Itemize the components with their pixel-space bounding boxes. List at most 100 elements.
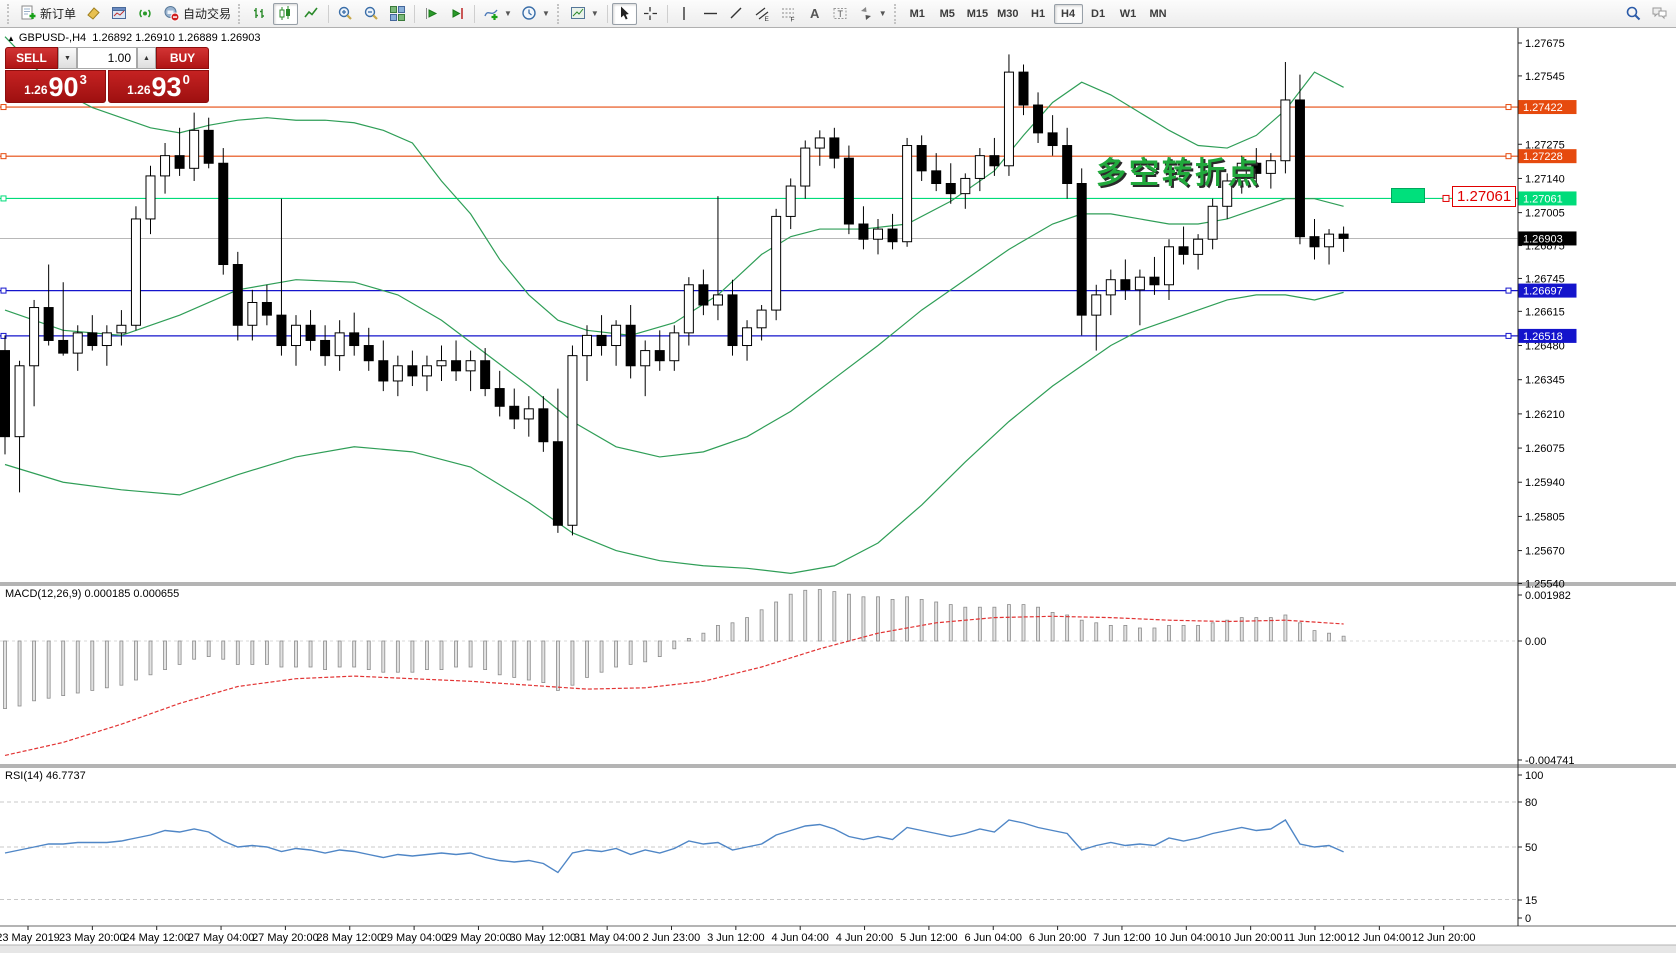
volume-decrease-button[interactable]: ▼ xyxy=(58,47,77,69)
chart-shift-icon xyxy=(452,8,463,19)
macd-histogram xyxy=(3,589,1346,709)
styles-button[interactable] xyxy=(81,3,106,25)
svg-text:0.001982: 0.001982 xyxy=(1525,590,1571,602)
crosshair-button[interactable] xyxy=(638,3,663,25)
label-icon: T xyxy=(833,8,847,19)
channel-button[interactable]: E xyxy=(750,3,775,25)
timeframe-m5[interactable]: M5 xyxy=(933,4,962,24)
price-axis[interactable]: 1.276751.275451.274101.272751.271401.270… xyxy=(1518,38,1577,590)
chevron-down-icon: ▼ xyxy=(590,9,599,18)
toolbar-separator xyxy=(414,4,416,23)
svg-text:1.25805: 1.25805 xyxy=(1525,511,1565,523)
toolbar-grip[interactable] xyxy=(7,3,11,24)
collapse-panel-icon[interactable]: ▲ xyxy=(7,34,15,43)
ask-price[interactable]: 1.26 93 0 xyxy=(108,70,209,103)
bid-price[interactable]: 1.26 90 3 xyxy=(5,70,106,103)
timeframe-h4[interactable]: H4 xyxy=(1053,3,1083,24)
svg-text:12 Jun 04:00: 12 Jun 04:00 xyxy=(1348,932,1412,944)
svg-text:1.26745: 1.26745 xyxy=(1525,273,1565,285)
periods-button[interactable]: ▼ xyxy=(517,3,554,25)
volume-input[interactable]: 1.00 xyxy=(77,47,137,69)
svg-text:12 Jun 20:00: 12 Jun 20:00 xyxy=(1412,932,1476,944)
chart-window-icon xyxy=(112,7,127,19)
candlesticks xyxy=(0,54,1349,536)
timeframe-d1[interactable]: D1 xyxy=(1084,4,1113,24)
zoom-out-icon xyxy=(364,6,378,20)
indicators-button[interactable]: ▼ xyxy=(479,3,516,25)
open-chart-button[interactable] xyxy=(107,3,132,25)
trendline-icon xyxy=(730,7,742,19)
svg-text:3 Jun 12:00: 3 Jun 12:00 xyxy=(707,932,765,944)
svg-text:6 Jun 20:00: 6 Jun 20:00 xyxy=(1029,932,1087,944)
search-button[interactable] xyxy=(1621,3,1646,25)
vertical-line-button[interactable] xyxy=(672,3,697,25)
svg-text:1.26345: 1.26345 xyxy=(1525,375,1565,387)
svg-text:5 Jun 12:00: 5 Jun 12:00 xyxy=(900,932,958,944)
toolbar-separator xyxy=(328,4,330,23)
templates-button[interactable]: ▼ xyxy=(566,3,603,25)
svg-text:1.26615: 1.26615 xyxy=(1525,306,1565,318)
volume-increase-button[interactable]: ▲ xyxy=(137,47,156,69)
auto-trading-button[interactable]: 自动交易 xyxy=(159,3,235,25)
text-icon: A xyxy=(810,6,820,21)
line-chart-button[interactable] xyxy=(299,3,324,25)
chart-shift-button[interactable] xyxy=(445,3,470,25)
horizontal-lines[interactable] xyxy=(0,104,1518,339)
callout-anchor[interactable] xyxy=(1442,194,1450,202)
autoscroll-button[interactable] xyxy=(419,3,444,25)
svg-text:E: E xyxy=(764,16,769,22)
toolbar-group-right xyxy=(1621,3,1672,25)
templates-icon xyxy=(570,7,585,19)
bar-chart-button[interactable] xyxy=(247,3,272,25)
cursor-button[interactable] xyxy=(611,2,637,25)
channel-icon: E xyxy=(755,7,769,22)
svg-text:1.25940: 1.25940 xyxy=(1525,477,1565,489)
crosshair-icon xyxy=(643,7,657,20)
timeframe-m30[interactable]: M30 xyxy=(993,4,1022,24)
trendline-button[interactable] xyxy=(724,3,749,25)
timeframe-h4-label: H4 xyxy=(1061,7,1076,20)
svg-text:27 May 20:00: 27 May 20:00 xyxy=(252,932,319,944)
chat-button[interactable] xyxy=(1647,3,1672,25)
macd-signal-line xyxy=(4,615,1344,756)
zoom-in-button[interactable] xyxy=(333,3,358,25)
rsi-indicator-label: RSI(14) 46.7737 xyxy=(5,770,86,782)
sell-button[interactable]: SELL xyxy=(5,47,58,69)
svg-text:T: T xyxy=(837,9,843,19)
symbol-timeframe-label: GBPUSD-,H4 xyxy=(18,32,87,44)
timeframe-mn[interactable]: MN xyxy=(1144,4,1173,24)
svg-text:1.26697: 1.26697 xyxy=(1523,286,1563,298)
toolbar-grip[interactable] xyxy=(556,3,561,24)
text-button[interactable]: A xyxy=(802,3,827,25)
fibonacci-button[interactable]: F xyxy=(776,3,801,25)
macd-axis: 0.001982 0.00 -0.004741 xyxy=(1518,590,1575,767)
price-callout-label[interactable]: 1.27061 xyxy=(1452,186,1517,207)
svg-text:1.26480: 1.26480 xyxy=(1525,341,1565,353)
timeframe-h1[interactable]: H1 xyxy=(1024,4,1053,24)
buy-button[interactable]: BUY xyxy=(156,47,209,69)
toolbar-grip[interactable] xyxy=(238,3,242,24)
timeframe-m15[interactable]: M15 xyxy=(963,4,992,24)
svg-text:30 May 12:00: 30 May 12:00 xyxy=(509,932,576,944)
label-button[interactable]: T xyxy=(828,3,853,25)
timeframe-m1[interactable]: M1 xyxy=(903,4,932,24)
svg-text:7 Jun 12:00: 7 Jun 12:00 xyxy=(1093,932,1151,944)
svg-text:1.26075: 1.26075 xyxy=(1525,443,1565,455)
svg-text:29 May 20:00: 29 May 20:00 xyxy=(445,932,512,944)
zoom-out-button[interactable] xyxy=(359,3,384,25)
timeframe-w1[interactable]: W1 xyxy=(1114,4,1143,24)
chevron-down-icon: ▼ xyxy=(504,9,512,18)
candle-chart-button[interactable] xyxy=(273,2,299,25)
new-order-button[interactable]: 新订单 xyxy=(16,3,80,25)
chart-text-annotation[interactable]: 多空转折点 xyxy=(1096,157,1261,190)
horizontal-line-button[interactable] xyxy=(698,3,723,25)
highlight-rectangle[interactable] xyxy=(1391,188,1425,203)
toolbar-grip[interactable] xyxy=(893,3,898,24)
bar-chart-icon xyxy=(254,8,265,18)
search-icon xyxy=(1626,6,1641,21)
tile-windows-button[interactable] xyxy=(385,3,410,25)
signals-button[interactable] xyxy=(133,3,158,25)
shapes-button[interactable]: ▼ xyxy=(854,3,891,25)
